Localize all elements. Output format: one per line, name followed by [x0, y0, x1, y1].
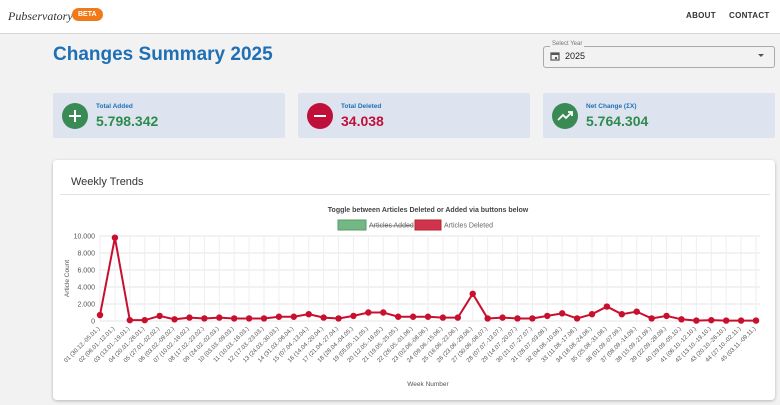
stat-card: Total Deleted 34.038 [298, 93, 530, 138]
point [529, 315, 536, 322]
badge: BETA [72, 8, 103, 21]
point [394, 313, 402, 320]
point [171, 316, 178, 323]
dropdown-arrow [758, 54, 764, 57]
point [722, 317, 730, 324]
point [305, 311, 312, 318]
point [618, 311, 626, 318]
point [320, 314, 327, 321]
point [678, 316, 685, 323]
brand[interactable]: Pubservatory [8, 9, 73, 23]
stat-label: Total Added [96, 103, 133, 110]
point [752, 317, 760, 324]
point [365, 309, 372, 316]
point [424, 313, 432, 320]
point [469, 290, 476, 297]
icon [307, 103, 333, 129]
calendar-icon [550, 52, 560, 61]
stat-label: Total Deleted [341, 103, 382, 110]
point [737, 317, 745, 324]
year-select[interactable] [543, 46, 775, 68]
point [588, 311, 596, 318]
select-label: Select Year [550, 41, 585, 47]
point [454, 314, 462, 321]
point [573, 315, 581, 322]
point [499, 314, 506, 321]
header [0, 0, 780, 34]
legend-label[interactable]: Articles Deleted [444, 223, 493, 230]
point [111, 234, 119, 241]
chart-title: Toggle between Articles Deleted or Added… [328, 207, 529, 214]
icon [552, 103, 578, 129]
point [350, 312, 357, 320]
point [708, 316, 715, 324]
point [514, 315, 521, 322]
chart-card [53, 160, 775, 400]
card-title: Weekly Trends [71, 176, 144, 188]
point [216, 314, 223, 321]
chart: Toggle between Articles Deleted or Added… [63, 207, 760, 388]
page-title: Changes Summary 2025 [53, 44, 273, 65]
legend-swatch[interactable] [337, 219, 367, 231]
point [648, 315, 655, 322]
point [439, 314, 447, 321]
y-tick-label: 8.000 [77, 251, 95, 258]
point [230, 315, 238, 322]
x-axis-title: Week Number [407, 381, 449, 388]
point [544, 312, 551, 320]
point [275, 313, 283, 320]
point [409, 313, 417, 320]
y-tick-label: 0 [91, 319, 95, 326]
y-tick-label: 6.000 [77, 268, 95, 275]
icon [62, 103, 88, 129]
stat-value: 34.038 [341, 113, 384, 129]
y-tick-label: 10.000 [74, 234, 96, 241]
point [96, 311, 104, 319]
point [290, 313, 298, 320]
stat-card: Total Added 5.798.342 [53, 93, 285, 138]
stat-value: 5.764.304 [586, 113, 649, 129]
point [603, 303, 611, 310]
stat-card: Net Change (ΣX) 5.764.304 [543, 93, 775, 138]
point [186, 314, 193, 321]
point [558, 310, 566, 317]
legend-swatch[interactable] [414, 219, 442, 231]
nav-link[interactable]: CONTACT [729, 11, 770, 20]
nav-link[interactable]: ABOUT [686, 11, 716, 20]
stat-value: 5.798.342 [96, 113, 159, 129]
point [693, 317, 700, 324]
point [156, 312, 163, 320]
point [633, 308, 640, 315]
point [380, 309, 387, 316]
select-value: 2025 [565, 51, 586, 61]
point [484, 315, 491, 322]
point [201, 315, 208, 322]
y-tick-label: 4.000 [77, 285, 95, 292]
y-axis-title: Article Count [64, 260, 71, 297]
stat-label: Net Change (ΣX) [586, 103, 637, 110]
point [335, 315, 342, 322]
point [126, 316, 134, 324]
point [141, 316, 148, 324]
divider [60, 194, 770, 195]
point [663, 312, 670, 320]
point [245, 315, 253, 322]
legend-label[interactable]: Articles Added [369, 223, 414, 230]
point [260, 315, 268, 322]
y-tick-label: 2.000 [77, 302, 95, 309]
